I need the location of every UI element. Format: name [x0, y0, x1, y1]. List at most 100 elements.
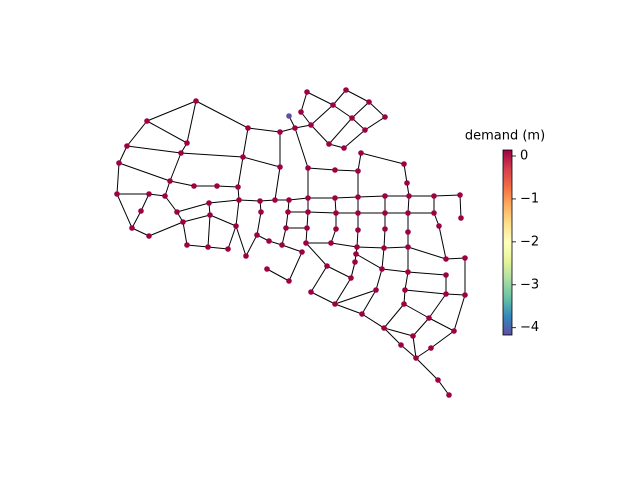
- pipe: [356, 229, 359, 248]
- junction: [305, 195, 311, 201]
- pipe: [305, 242, 328, 267]
- junction: [381, 245, 387, 251]
- junction: [401, 161, 407, 167]
- junction: [114, 191, 120, 197]
- junction: [225, 246, 231, 252]
- pipe: [334, 277, 352, 305]
- colorbar: [502, 149, 513, 336]
- junction: [245, 125, 251, 131]
- junction: [144, 118, 150, 124]
- pipe: [207, 214, 211, 248]
- pipe: [146, 100, 197, 122]
- junction: [193, 98, 199, 104]
- pipe: [356, 246, 385, 249]
- pipe: [140, 193, 150, 212]
- junction: [286, 278, 292, 284]
- junction: [332, 301, 338, 307]
- junction: [277, 164, 283, 170]
- junction: [243, 253, 249, 259]
- junction: [382, 114, 388, 120]
- pipe: [412, 317, 430, 337]
- pipe: [332, 89, 347, 106]
- pipe: [381, 247, 385, 270]
- pipe: [281, 244, 303, 253]
- junction: [124, 143, 130, 149]
- junction: [138, 208, 144, 214]
- pipe: [310, 265, 328, 293]
- junction: [146, 191, 152, 197]
- pipe: [361, 289, 377, 315]
- pipe: [266, 268, 290, 282]
- pipe: [433, 194, 461, 197]
- pipe: [328, 117, 353, 145]
- junction: [405, 210, 411, 216]
- junction: [184, 242, 190, 248]
- pipe: [294, 127, 309, 169]
- pipe: [368, 101, 386, 118]
- pipe: [148, 221, 184, 237]
- junction: [379, 266, 385, 272]
- pipe: [131, 210, 142, 229]
- junction: [333, 210, 339, 216]
- colorbar-tick-label: −2: [520, 234, 539, 249]
- junction: [324, 263, 330, 269]
- pipe: [415, 357, 439, 381]
- pipe: [216, 185, 239, 188]
- pipe: [428, 293, 447, 319]
- pipe: [126, 145, 182, 154]
- junction: [332, 195, 338, 201]
- junction: [443, 272, 449, 278]
- pipe: [383, 303, 405, 329]
- pipe: [326, 265, 352, 279]
- junction: [116, 160, 122, 166]
- junction: [286, 113, 292, 119]
- junction: [413, 355, 419, 361]
- junction: [451, 328, 457, 334]
- pipe: [182, 214, 211, 223]
- pipe: [332, 104, 353, 119]
- junction: [167, 178, 173, 184]
- pipe: [237, 156, 244, 188]
- junction: [235, 184, 241, 190]
- pipe: [186, 244, 209, 248]
- junction: [233, 223, 239, 229]
- junction: [258, 209, 264, 215]
- pipe: [381, 268, 409, 273]
- pipe: [407, 195, 410, 214]
- pipe: [383, 327, 402, 346]
- pipe: [345, 89, 370, 103]
- junction: [174, 209, 180, 215]
- junction: [353, 251, 359, 257]
- junction: [264, 266, 270, 272]
- pipe: [116, 162, 120, 195]
- pipe: [412, 335, 417, 359]
- junction: [355, 227, 361, 233]
- pipe: [235, 199, 240, 227]
- pipe: [310, 291, 336, 305]
- junction: [286, 197, 292, 203]
- junction: [359, 311, 365, 317]
- pipe: [407, 246, 447, 260]
- junction: [162, 193, 168, 199]
- pipe: [176, 202, 210, 213]
- junction: [341, 145, 347, 151]
- pipe: [438, 225, 447, 260]
- junction: [428, 345, 434, 351]
- pipe: [361, 313, 385, 329]
- network: [114, 87, 468, 398]
- junction: [402, 287, 408, 293]
- junction: [333, 226, 339, 232]
- junction: [382, 226, 388, 232]
- pipe: [383, 327, 414, 337]
- pipe: [182, 221, 188, 246]
- pipe: [355, 253, 383, 270]
- junction: [354, 244, 360, 250]
- pipe: [360, 152, 405, 165]
- pipe: [274, 166, 281, 201]
- pipe: [242, 127, 249, 158]
- junction: [349, 115, 355, 121]
- pipe: [118, 145, 128, 164]
- junction: [366, 99, 372, 105]
- junction: [207, 212, 213, 218]
